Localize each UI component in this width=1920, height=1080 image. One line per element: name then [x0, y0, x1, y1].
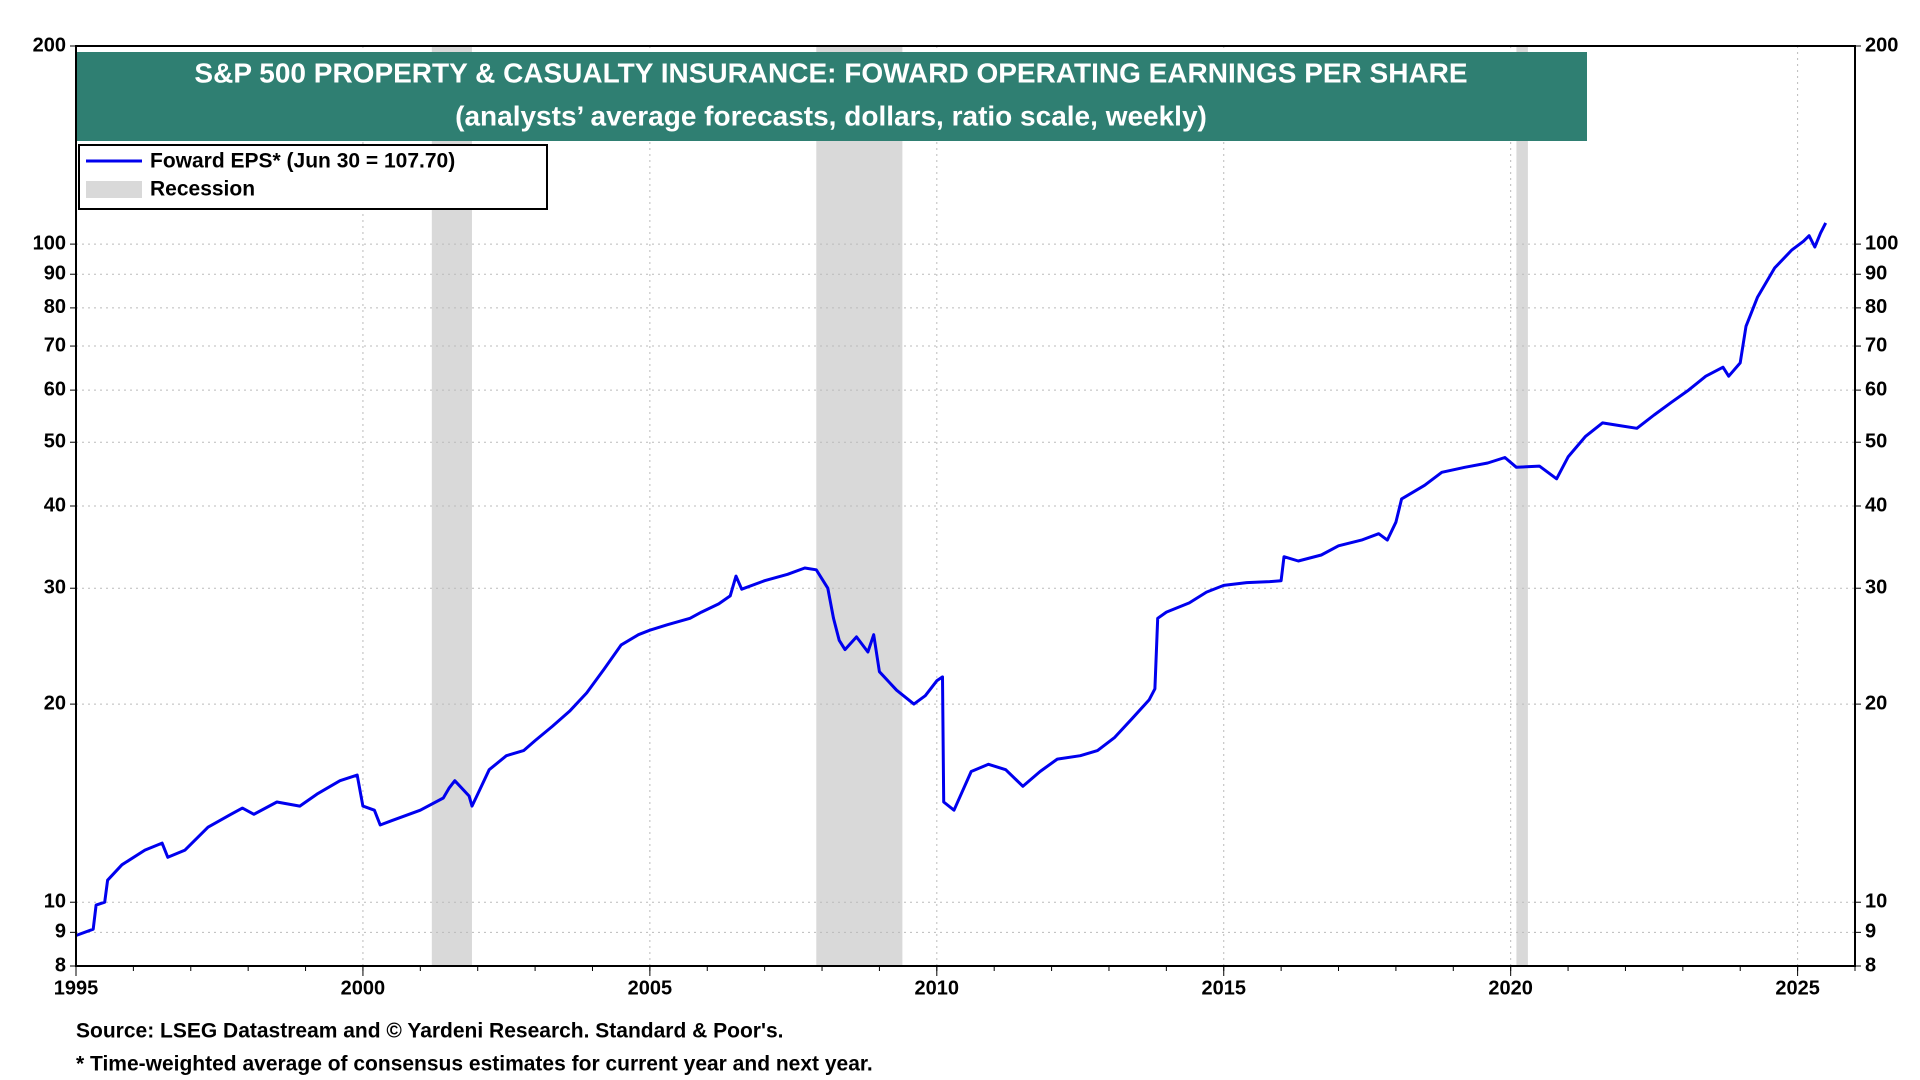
y2-tick-label: 9: [1865, 921, 1876, 943]
x-tick-label: 2020: [1488, 977, 1533, 999]
title-box: [76, 52, 1587, 141]
y-tick-label: 90: [44, 263, 66, 285]
y-tick-label: 10: [44, 891, 66, 913]
chart-title: S&P 500 PROPERTY & CASUALTY INSURANCE: F…: [194, 57, 1467, 88]
y2-tick-label: 200: [1865, 34, 1898, 56]
y-tick-label: 100: [33, 232, 66, 254]
source-note: Source: LSEG Datastream and © Yardeni Re…: [76, 1020, 783, 1043]
y2-tick-label: 70: [1865, 334, 1887, 356]
x-tick-label: 2000: [341, 977, 386, 999]
x-tick-label: 1995: [54, 977, 99, 999]
y-tick-label: 60: [44, 378, 66, 400]
y-tick-label: 80: [44, 296, 66, 318]
x-tick-label: 2005: [628, 977, 673, 999]
plot-frame: [75, 45, 1856, 967]
legend: [78, 144, 548, 210]
y2-tick-label: 40: [1865, 494, 1887, 516]
y2-tick-label: 60: [1865, 378, 1887, 400]
y2-tick-label: 100: [1865, 232, 1898, 254]
x-tick-label: 2010: [915, 977, 960, 999]
eps-line: [75, 222, 1828, 937]
legend-label: Foward EPS* (Jun 30 = 107.70): [150, 150, 455, 173]
y-tick-label: 30: [44, 577, 66, 599]
legend-swatch: [86, 181, 142, 198]
y-tick-label: 8: [55, 954, 66, 976]
y2-tick-label: 50: [1865, 431, 1887, 453]
y2-tick-label: 80: [1865, 296, 1887, 318]
x-tick-label: 2015: [1201, 977, 1246, 999]
y-tick-label: 40: [44, 494, 66, 516]
recession-band: [816, 46, 903, 966]
y2-tick-label: 8: [1865, 954, 1876, 976]
y-tick-label: 70: [44, 334, 66, 356]
y-tick-label: 200: [33, 34, 66, 56]
footnote: * Time-weighted average of consensus est…: [76, 1053, 873, 1076]
y-tick-label: 20: [44, 692, 66, 714]
y-tick-label: 9: [55, 921, 66, 943]
legend-label: Recession: [150, 178, 255, 201]
y2-tick-label: 20: [1865, 692, 1887, 714]
y-tick-label: 50: [44, 431, 66, 453]
x-tick-label: 2025: [1775, 977, 1820, 999]
y2-tick-label: 10: [1865, 891, 1887, 913]
y2-tick-label: 30: [1865, 577, 1887, 599]
y2-tick-label: 90: [1865, 263, 1887, 285]
chart-subtitle: (analysts’ average forecasts, dollars, r…: [455, 100, 1207, 131]
